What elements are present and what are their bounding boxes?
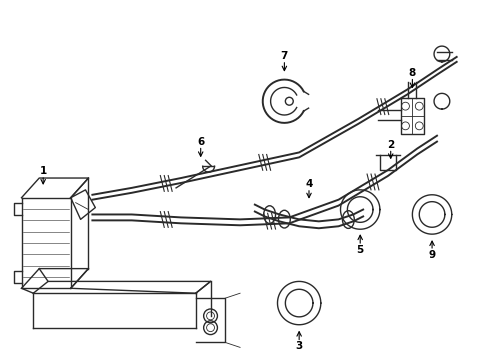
- Text: 1: 1: [40, 166, 47, 176]
- Text: 8: 8: [409, 68, 416, 78]
- Text: 6: 6: [197, 136, 204, 147]
- Text: 5: 5: [357, 245, 364, 255]
- Text: 9: 9: [429, 250, 436, 260]
- Text: 7: 7: [281, 51, 288, 61]
- Text: 3: 3: [295, 341, 303, 351]
- Text: 4: 4: [305, 179, 313, 189]
- Text: 2: 2: [387, 140, 394, 149]
